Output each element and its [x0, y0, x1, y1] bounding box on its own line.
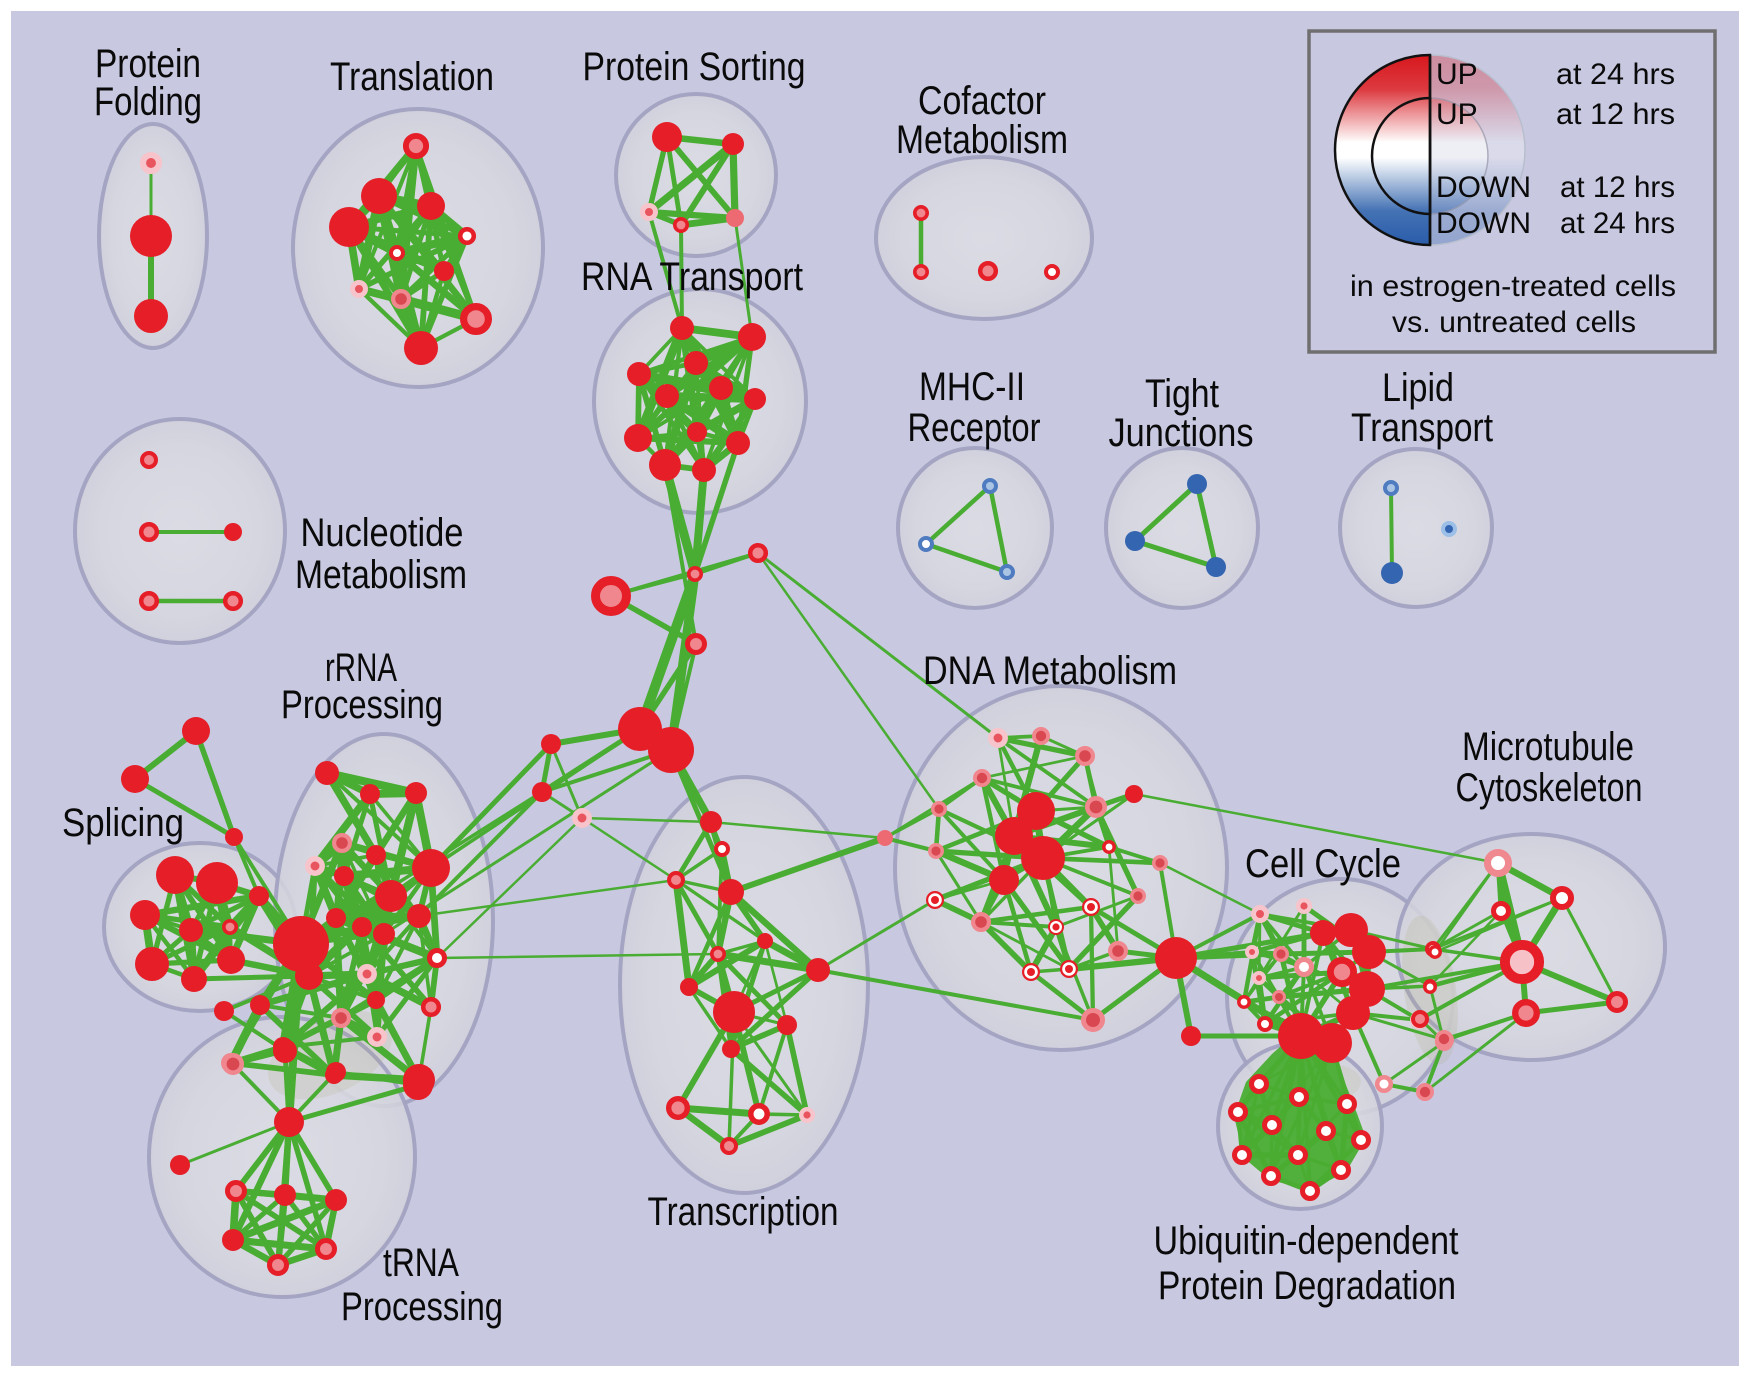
svg-text:Transcription: Transcription: [648, 1190, 839, 1234]
svg-text:Metabolism: Metabolism: [295, 553, 467, 597]
svg-text:Cell Cycle: Cell Cycle: [1245, 842, 1401, 886]
svg-text:UP: UP: [1436, 98, 1478, 131]
svg-text:Cofactor: Cofactor: [918, 79, 1046, 123]
svg-text:at 12 hrs: at 12 hrs: [1556, 98, 1675, 131]
svg-text:Protein Sorting: Protein Sorting: [583, 45, 806, 89]
svg-text:UP: UP: [1436, 58, 1478, 91]
svg-text:at 24 hrs: at 24 hrs: [1556, 58, 1675, 91]
svg-text:Processing: Processing: [281, 683, 443, 727]
svg-text:at 12 hrs: at 12 hrs: [1560, 171, 1675, 204]
svg-text:Receptor: Receptor: [908, 406, 1041, 450]
svg-text:Cytoskeleton: Cytoskeleton: [1456, 766, 1643, 810]
svg-text:Tight: Tight: [1145, 372, 1219, 416]
svg-text:vs. untreated cells: vs. untreated cells: [1392, 306, 1636, 339]
svg-text:Metabolism: Metabolism: [896, 118, 1068, 162]
svg-text:rRNA: rRNA: [325, 646, 397, 690]
svg-text:Protein Degradation: Protein Degradation: [1158, 1264, 1456, 1308]
svg-text:Protein: Protein: [95, 42, 201, 86]
svg-text:DOWN: DOWN: [1436, 207, 1531, 240]
svg-text:DOWN: DOWN: [1436, 171, 1531, 204]
svg-text:Junctions: Junctions: [1109, 411, 1254, 455]
svg-text:at 24 hrs: at 24 hrs: [1560, 207, 1675, 240]
svg-text:tRNA: tRNA: [383, 1241, 459, 1285]
svg-text:MHC-II: MHC-II: [919, 365, 1025, 409]
svg-text:RNA Transport: RNA Transport: [581, 255, 803, 299]
svg-text:Microtubule: Microtubule: [1462, 725, 1634, 769]
svg-text:Lipid: Lipid: [1382, 366, 1454, 410]
svg-text:Transport: Transport: [1351, 406, 1493, 450]
svg-text:Folding: Folding: [94, 80, 202, 124]
svg-text:Splicing: Splicing: [62, 801, 184, 845]
svg-text:Translation: Translation: [330, 55, 494, 99]
svg-text:Processing: Processing: [341, 1285, 503, 1329]
svg-text:in estrogen-treated cells: in estrogen-treated cells: [1350, 270, 1676, 303]
svg-text:Ubiquitin-dependent: Ubiquitin-dependent: [1154, 1219, 1459, 1263]
svg-text:Nucleotide: Nucleotide: [301, 511, 464, 555]
svg-text:DNA Metabolism: DNA Metabolism: [923, 649, 1177, 693]
